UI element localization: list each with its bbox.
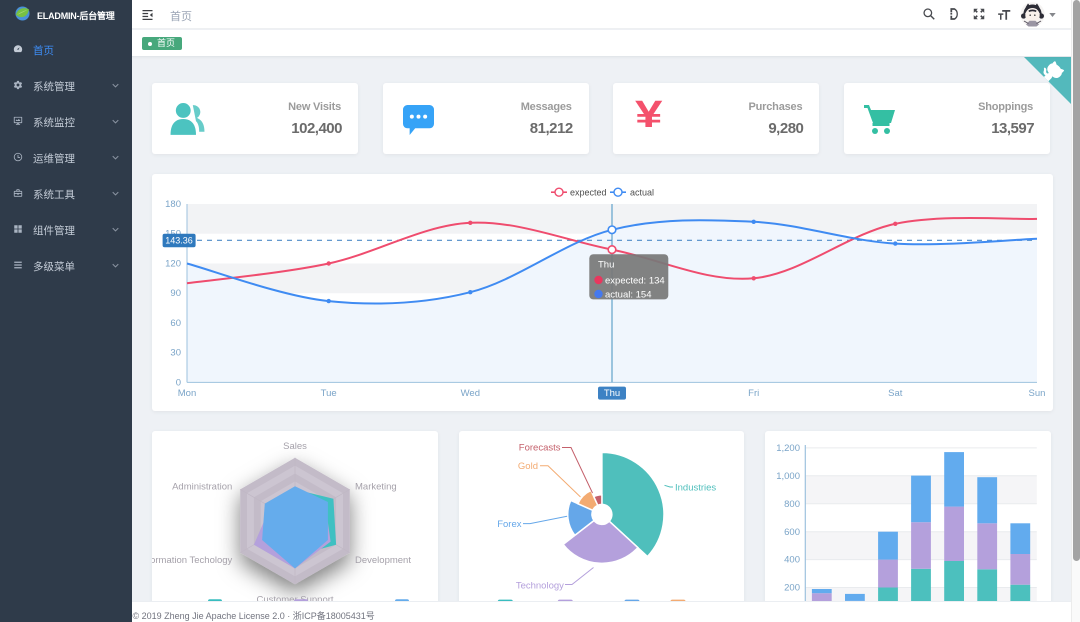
svg-text:Information Techology: Information Techology [152, 555, 233, 566]
svg-text:actual: actual [630, 188, 654, 198]
svg-text:200: 200 [784, 582, 800, 593]
svg-text:400: 400 [784, 554, 800, 565]
svg-text:Sun: Sun [1029, 388, 1046, 399]
svg-text:Sat: Sat [888, 388, 903, 399]
svg-text:Gold: Gold [517, 461, 537, 472]
svg-text:Marketing: Marketing [355, 481, 397, 492]
svg-text:Tue: Tue [321, 388, 337, 399]
svg-text:Industries: Industries [675, 482, 716, 493]
svg-text:expected: expected [570, 188, 607, 198]
svg-text:Development: Development [355, 555, 411, 566]
svg-text:Administration: Administration [172, 481, 232, 492]
svg-text:800: 800 [784, 498, 800, 509]
svg-text:Forecasts: Forecasts [518, 442, 560, 453]
svg-text:120: 120 [165, 259, 181, 270]
svg-text:1,000: 1,000 [776, 470, 800, 481]
svg-text:Thu: Thu [604, 388, 620, 399]
svg-text:Forex: Forex [497, 518, 522, 529]
svg-text:expected: 134: expected: 134 [605, 276, 665, 287]
svg-text:Fri: Fri [748, 388, 759, 399]
svg-text:actual: 154: actual: 154 [605, 290, 651, 301]
svg-text:Technology: Technology [515, 580, 563, 591]
svg-text:Thu: Thu [598, 260, 614, 271]
svg-text:30: 30 [170, 348, 181, 359]
svg-text:143.36: 143.36 [165, 236, 193, 246]
svg-text:Wed: Wed [461, 388, 480, 399]
svg-text:1,200: 1,200 [776, 443, 800, 454]
svg-text:0: 0 [176, 377, 181, 388]
svg-text:90: 90 [170, 288, 181, 299]
svg-text:60: 60 [170, 318, 181, 329]
svg-text:Mon: Mon [178, 388, 196, 399]
svg-text:180: 180 [165, 199, 181, 210]
svg-text:600: 600 [784, 526, 800, 537]
svg-text:Sales: Sales [283, 441, 307, 452]
